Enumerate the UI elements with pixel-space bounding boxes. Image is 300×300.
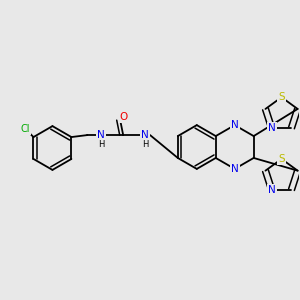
Text: S: S <box>278 154 285 164</box>
Text: O: O <box>119 112 127 122</box>
Text: N: N <box>231 164 239 174</box>
Text: N: N <box>141 130 149 140</box>
Text: N: N <box>268 184 275 195</box>
Text: H: H <box>98 140 104 148</box>
Text: S: S <box>278 92 285 102</box>
Text: N: N <box>268 123 275 133</box>
Text: N: N <box>231 120 239 130</box>
Text: N: N <box>98 130 105 140</box>
Text: Cl: Cl <box>21 124 30 134</box>
Text: H: H <box>142 140 148 148</box>
